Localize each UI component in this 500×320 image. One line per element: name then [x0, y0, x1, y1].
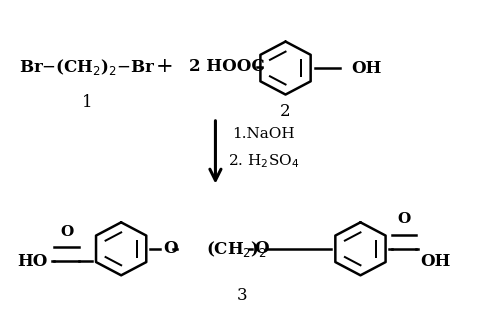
Text: Br$-$(CH$_2$)$_2$$-$Br: Br$-$(CH$_2$)$_2$$-$Br [19, 57, 156, 76]
Text: O: O [60, 225, 73, 239]
Text: 1.NaOH: 1.NaOH [232, 126, 295, 140]
Text: +: + [156, 57, 174, 76]
Text: (CH$_2$)$_2$: (CH$_2$)$_2$ [206, 239, 267, 259]
Text: O: O [254, 240, 268, 257]
Text: 2 HOOC: 2 HOOC [189, 58, 264, 75]
Text: 2: 2 [280, 103, 291, 120]
Text: O: O [398, 212, 410, 226]
Text: OH: OH [351, 60, 381, 76]
Text: O: O [164, 240, 178, 257]
Text: OH: OH [420, 253, 450, 270]
Text: 1: 1 [82, 94, 92, 111]
Text: 2. H$_2$SO$_4$: 2. H$_2$SO$_4$ [228, 153, 299, 171]
Text: 3: 3 [236, 287, 248, 304]
Text: HO: HO [17, 253, 48, 270]
